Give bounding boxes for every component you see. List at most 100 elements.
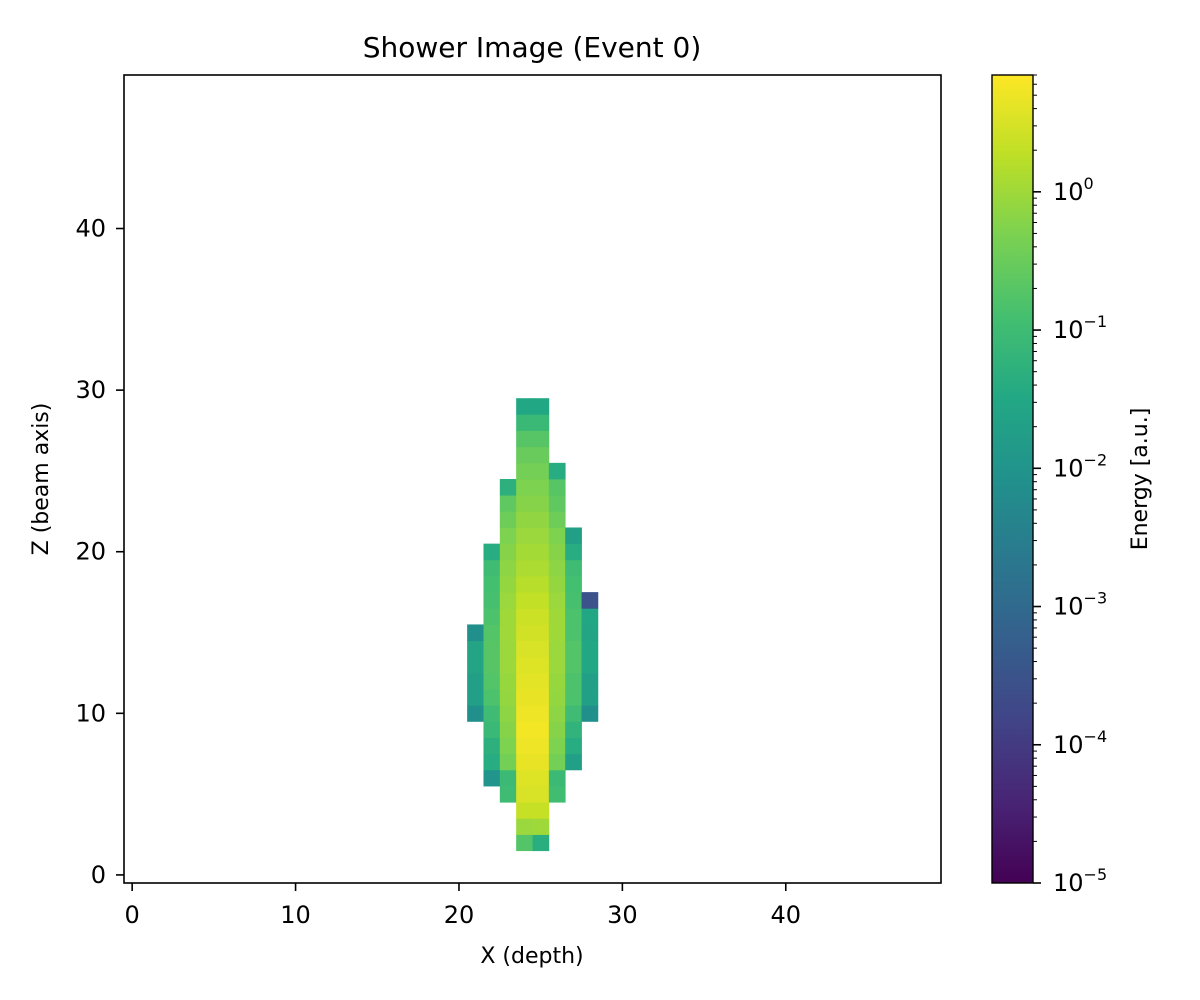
heatmap-cell — [532, 624, 550, 641]
heatmap-cell — [467, 689, 484, 706]
heatmap-cell — [483, 689, 501, 706]
y-axis-ticks: 0 10 20 30 40 — [75, 215, 124, 889]
heatmap-cell — [548, 656, 566, 674]
heatmap-cell — [483, 640, 501, 658]
heatmap-cell — [516, 802, 533, 819]
heatmap-cell — [532, 592, 550, 609]
colorbar: 10−5 10−4 10−3 10−2 10−1 100 — [991, 74, 1107, 897]
heatmap-cell — [548, 769, 566, 787]
colorbar-gradient — [991, 74, 1034, 884]
y-tick-label: 30 — [75, 376, 106, 404]
heatmap-cell — [483, 543, 501, 561]
x-axis-ticks: 0 10 20 30 40 — [125, 883, 801, 929]
x-tick-label: 0 — [125, 901, 140, 929]
colorbar-tick-label: 10−2 — [1053, 450, 1107, 482]
heatmap-cell — [483, 624, 501, 641]
heatmap-cell — [532, 656, 550, 674]
heatmap-cell — [565, 624, 582, 641]
heatmap-cell — [516, 446, 533, 464]
heatmap-cell — [516, 672, 533, 690]
heatmap-cell — [565, 689, 582, 706]
heatmap-cell — [565, 543, 582, 561]
heatmap-cell — [581, 624, 599, 641]
heatmap-cell — [581, 656, 599, 674]
heatmap-cell — [516, 559, 533, 577]
heatmap-cell — [581, 689, 599, 706]
heatmap-cell — [516, 656, 533, 674]
heatmap-cell — [532, 575, 550, 593]
heatmap-cell — [483, 753, 501, 771]
heatmap-cell — [565, 721, 582, 738]
heatmap-cell — [499, 672, 517, 690]
heatmap-cell — [516, 527, 533, 545]
y-tick-label: 0 — [91, 861, 106, 889]
heatmap-cell — [548, 559, 566, 577]
heatmap-cell — [483, 608, 501, 625]
heatmap-cell — [581, 705, 599, 722]
heatmap-cell — [483, 721, 501, 738]
plot-area: 0 10 20 30 40 0 10 20 30 40 — [75, 74, 942, 929]
heatmap-cell — [467, 656, 484, 674]
heatmap-cell — [548, 495, 566, 512]
heatmap-cell — [499, 479, 517, 496]
heatmap-cell — [548, 511, 566, 528]
heatmap-cell — [516, 462, 533, 480]
heatmap-cell — [548, 624, 566, 641]
heatmap-cell — [565, 608, 582, 625]
heatmap-cell — [532, 802, 550, 819]
heatmap-cell — [467, 640, 484, 658]
heatmap-cell — [532, 414, 550, 431]
heatmap-cell — [467, 672, 484, 690]
heatmap-cell — [499, 527, 517, 545]
plot-frame — [123, 74, 942, 884]
heatmap-cell — [516, 753, 533, 771]
heatmap-cell — [516, 430, 533, 448]
y-tick-label: 10 — [75, 699, 106, 727]
heatmap-cell — [532, 737, 550, 755]
x-tick-label: 10 — [280, 901, 311, 929]
x-tick-label: 20 — [444, 901, 475, 929]
heatmap-cell — [532, 721, 550, 738]
heatmap-cell — [516, 495, 533, 512]
heatmap-cell — [548, 721, 566, 738]
y-tick-label: 20 — [75, 538, 106, 566]
heatmap-cell — [532, 479, 550, 496]
heatmap-cell — [516, 592, 533, 609]
heatmap-cell — [548, 608, 566, 625]
heatmap-cell — [499, 511, 517, 528]
heatmap-cell — [532, 398, 550, 415]
heatmap-cell — [483, 592, 501, 609]
heatmap-cell — [532, 608, 550, 625]
heatmap-cell — [516, 705, 533, 722]
heatmap-cell — [565, 672, 582, 690]
heatmap-cell — [532, 495, 550, 512]
heatmap-cell — [581, 608, 599, 625]
heatmap-cell — [516, 575, 533, 593]
colorbar-tick-label: 10−3 — [1053, 589, 1107, 621]
heatmap-cell — [532, 769, 550, 787]
colorbar-label: Energy [a.u.] — [1128, 408, 1153, 551]
heatmap-cell — [499, 705, 517, 722]
heatmap-cell — [532, 430, 550, 448]
heatmap-cell — [532, 818, 550, 835]
heatmap-cell — [499, 786, 517, 803]
heatmap-cell — [499, 575, 517, 593]
heatmap-cell — [532, 543, 550, 561]
heatmap-cell — [516, 479, 533, 496]
heatmap-cell — [532, 672, 550, 690]
heatmap-cell — [516, 543, 533, 561]
colorbar-tick-label: 100 — [1053, 174, 1094, 206]
heatmap-cell — [532, 511, 550, 528]
heatmap-cell — [532, 559, 550, 577]
heatmap-cell — [483, 737, 501, 755]
heatmap-cell — [565, 656, 582, 674]
heatmap-cell — [499, 769, 517, 787]
heatmap-cell — [499, 737, 517, 755]
heatmap-cell — [532, 527, 550, 545]
x-axis-label: X (depth) — [480, 944, 583, 969]
heatmap-cell — [548, 705, 566, 722]
heatmap-cell — [499, 592, 517, 609]
heatmap-cell — [499, 608, 517, 625]
chart-title: Shower Image (Event 0) — [363, 31, 702, 64]
